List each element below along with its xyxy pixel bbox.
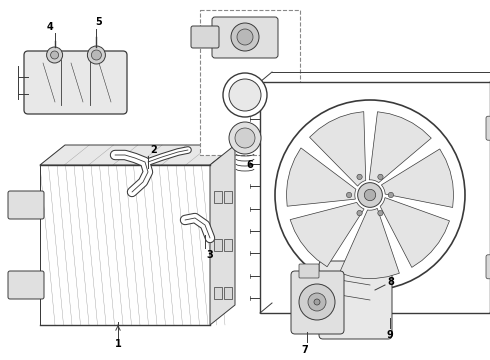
Polygon shape [340, 208, 399, 278]
Circle shape [235, 128, 255, 148]
Circle shape [231, 23, 259, 51]
Circle shape [50, 51, 59, 59]
FancyBboxPatch shape [191, 26, 219, 48]
FancyBboxPatch shape [212, 17, 278, 58]
FancyBboxPatch shape [8, 271, 44, 299]
Circle shape [237, 29, 253, 45]
FancyBboxPatch shape [24, 51, 127, 114]
Circle shape [229, 122, 261, 154]
Bar [214, 239, 222, 251]
Circle shape [358, 183, 382, 207]
FancyBboxPatch shape [319, 261, 392, 339]
Text: 4: 4 [46, 22, 53, 32]
Circle shape [229, 79, 261, 111]
Polygon shape [290, 202, 364, 267]
FancyBboxPatch shape [8, 191, 44, 219]
Polygon shape [369, 112, 431, 183]
Polygon shape [40, 145, 235, 165]
Polygon shape [380, 198, 449, 267]
Bar [260, 82, 490, 313]
Text: 6: 6 [246, 160, 253, 170]
Circle shape [314, 299, 320, 305]
Text: 3: 3 [207, 250, 213, 260]
Bar [200, 10, 300, 155]
Circle shape [275, 100, 465, 290]
Bar [224, 287, 232, 299]
Polygon shape [310, 112, 366, 186]
Circle shape [92, 50, 101, 60]
Circle shape [388, 192, 393, 198]
Text: 2: 2 [150, 145, 157, 155]
Polygon shape [210, 145, 235, 325]
Circle shape [346, 192, 352, 198]
Bar [40, 165, 210, 325]
FancyBboxPatch shape [291, 271, 344, 334]
Text: 5: 5 [95, 17, 102, 27]
Circle shape [364, 189, 376, 201]
Polygon shape [381, 149, 454, 207]
Circle shape [357, 174, 362, 180]
FancyBboxPatch shape [486, 116, 490, 140]
Polygon shape [287, 148, 356, 206]
FancyBboxPatch shape [486, 255, 490, 279]
Text: 9: 9 [387, 330, 393, 340]
Circle shape [87, 46, 105, 64]
Text: 1: 1 [115, 339, 122, 349]
Circle shape [378, 174, 383, 180]
Circle shape [378, 211, 383, 216]
Circle shape [308, 293, 326, 311]
Bar [214, 191, 222, 203]
Text: 7: 7 [302, 345, 308, 355]
Circle shape [357, 211, 362, 216]
Circle shape [299, 284, 335, 320]
FancyBboxPatch shape [299, 264, 319, 278]
Bar [214, 287, 222, 299]
Text: 8: 8 [388, 277, 394, 287]
Circle shape [47, 47, 63, 63]
Bar [224, 239, 232, 251]
Bar [224, 191, 232, 203]
Circle shape [223, 73, 267, 117]
